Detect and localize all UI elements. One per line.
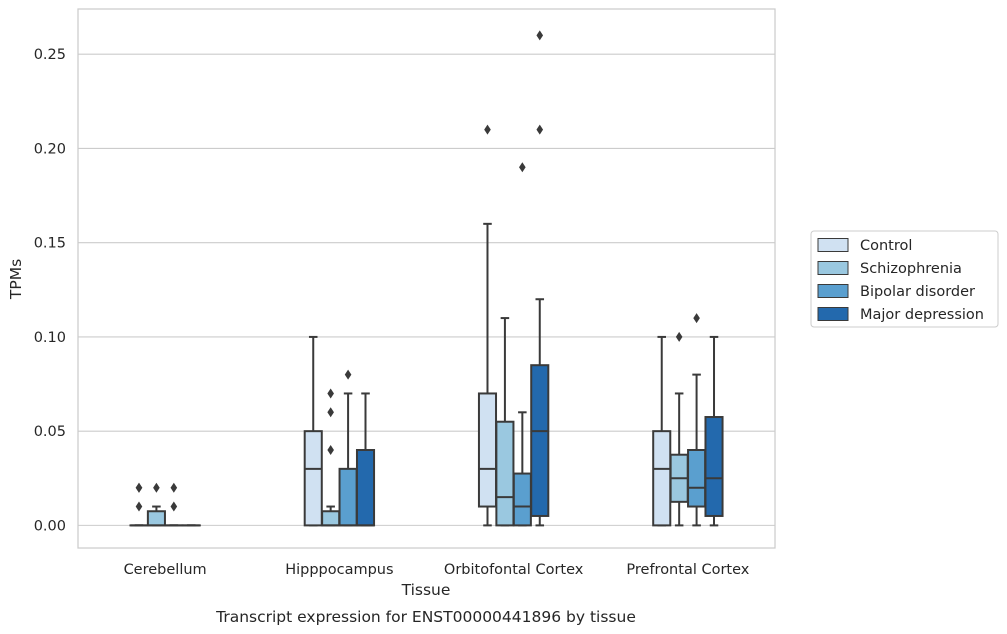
legend-frame: [810, 230, 999, 328]
outlier-point: [693, 313, 700, 324]
plot-frame: [77, 8, 776, 549]
box-body: [530, 364, 550, 517]
box-body: [321, 510, 341, 527]
y-tick-label: 0.05: [34, 424, 66, 440]
box-body: [303, 430, 323, 527]
box-body: [477, 392, 498, 508]
outlier-point: [327, 445, 334, 455]
outlier-point: [327, 388, 334, 399]
outlier-point: [135, 482, 143, 493]
outlier-point: [327, 407, 334, 418]
x-tick-label: Hipppocampus: [285, 562, 393, 578]
y-tick-label: 0.15: [34, 236, 66, 252]
box-group: [530, 30, 550, 527]
outlier-point: [519, 162, 526, 173]
box-body: [338, 467, 358, 527]
box-body: [355, 449, 376, 527]
legend-swatch: [817, 261, 849, 275]
outlier-point: [170, 501, 178, 512]
x-axis-label: Tissue: [401, 581, 451, 599]
box-body: [687, 449, 707, 508]
box-group: [495, 317, 515, 527]
box-body: [146, 510, 166, 527]
outlier-point: [135, 501, 143, 512]
legend-swatch: [817, 307, 849, 321]
box-group: [164, 482, 184, 527]
legend-label: Bipolar disorder: [860, 284, 975, 300]
outlier-point: [536, 30, 544, 41]
box-group: [146, 482, 166, 527]
outlier-point: [344, 369, 352, 380]
y-tick-labels: 0.00 0.05 0.10 0.15 0.20 0.25: [34, 47, 66, 534]
box-group: [704, 335, 724, 527]
box-group: [477, 124, 498, 527]
y-tick-label: 0.20: [34, 141, 66, 157]
legend-label: Schizophrenia: [860, 261, 962, 277]
y-tick-label: 0.10: [34, 330, 66, 346]
box-body: [512, 472, 532, 527]
legend-swatch: [817, 238, 849, 252]
y-tick-label: 0.00: [34, 518, 66, 534]
legend: Control Schizophrenia Bipolar disorder Majo…: [810, 230, 999, 328]
box-group: [321, 388, 341, 527]
x-tick-label: Orbitofontal Cortex: [444, 562, 584, 578]
y-tick-label: 0.25: [34, 47, 66, 63]
box-body: [652, 430, 672, 527]
box-group: [652, 335, 672, 527]
box-group: [687, 313, 707, 527]
outlier-point: [675, 331, 683, 342]
legend-swatch: [817, 284, 849, 298]
legend-label: Control: [860, 238, 912, 254]
box-body: [704, 416, 724, 517]
outlier-point: [536, 124, 544, 135]
y-axis-label: TPMs: [7, 259, 25, 300]
outlier-point: [170, 482, 178, 493]
box-group: [303, 335, 323, 527]
box-layer: [129, 30, 724, 527]
x-tick-label: Prefrontal Cortex: [626, 562, 749, 578]
outlier-point: [153, 482, 160, 493]
legend-label: Major depression: [860, 307, 984, 323]
x-tick-labels: Cerebellum Hipppocampus Orbitofontal Corte…: [124, 562, 750, 578]
x-tick-label: Cerebellum: [124, 562, 207, 578]
outlier-point: [484, 124, 491, 135]
box-body: [495, 420, 515, 527]
box-group: [355, 392, 376, 527]
chart-title: Transcript expression for ENST0000044189…: [215, 608, 636, 626]
